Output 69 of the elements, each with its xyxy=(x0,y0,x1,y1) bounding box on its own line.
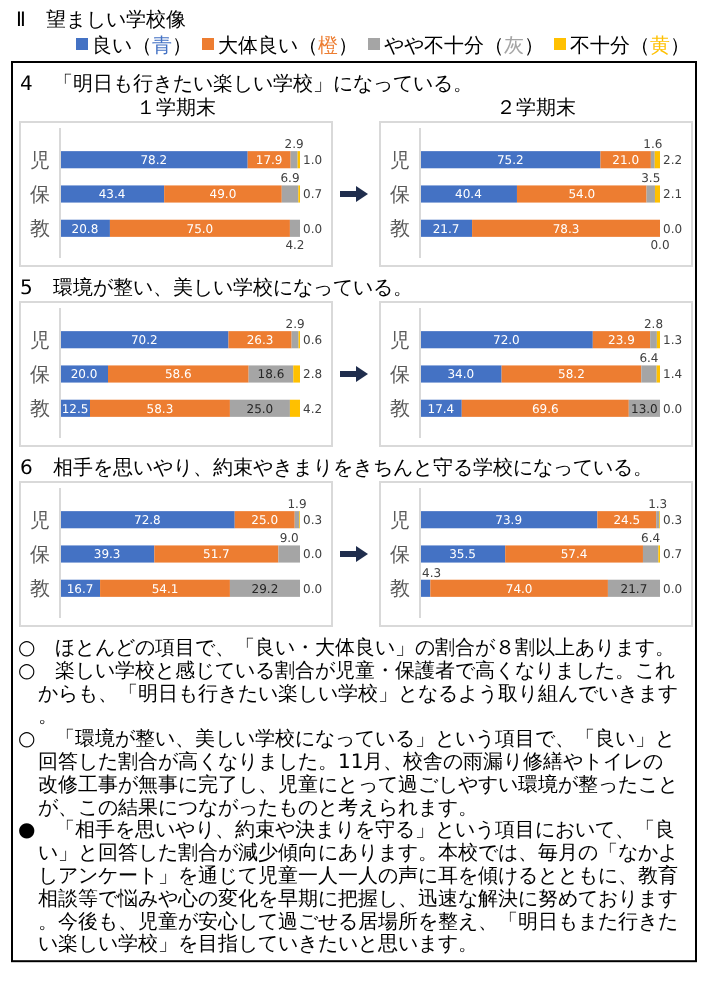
bar xyxy=(420,331,593,349)
bar xyxy=(642,545,659,563)
y-tick-label: 保 xyxy=(30,365,50,387)
text: ○ 「環境が整い、美しい学校になっている」という項目で、「良い」と回答した割合が高くなりました。11月、校舎の雨漏り修繕やトイレの改修工事が無事に完了し、児童にとって過ごしやすい環境が整ったことが、この結果につながったものと考えられます。 xyxy=(18,727,678,820)
bar xyxy=(293,365,300,383)
y-tick-label: 教 xyxy=(390,219,410,242)
bar xyxy=(108,365,249,383)
y-tick-label: 児 xyxy=(30,150,50,173)
bar xyxy=(281,185,299,203)
bar xyxy=(472,219,660,237)
chart-title: 5 環境が整い、美しい学校になっている。 xyxy=(20,276,413,300)
chart-title: 4 「明日も行きたい楽しい学校」になっている。 xyxy=(20,72,473,96)
y-tick-label: 保 xyxy=(390,545,410,567)
text: ○ 楽しい学校と感じている割合が児童・保護者で高くなりました。これからも、「明日も行きたい楽しい学校」となるよう取り組んでいきます。 xyxy=(18,658,678,729)
y-tick-label: 児 xyxy=(390,510,410,533)
bar xyxy=(420,151,601,169)
bar xyxy=(100,579,230,597)
chart-subtitle: １学期末 xyxy=(136,96,216,120)
bar xyxy=(109,219,290,237)
y-tick-label: 保 xyxy=(30,185,50,207)
bar xyxy=(420,511,598,529)
chart-title: 6 相手を思いやり、約束やきまりをきちんと守る学校になっている。 xyxy=(20,456,653,480)
y-tick-label: 保 xyxy=(390,185,410,207)
y-tick-label: 児 xyxy=(30,330,50,353)
bar xyxy=(420,545,506,563)
bar xyxy=(154,545,279,563)
y-tick-label: 教 xyxy=(390,399,410,422)
bar xyxy=(60,511,235,529)
bar xyxy=(289,219,300,237)
bar xyxy=(505,545,643,563)
bar xyxy=(290,151,298,169)
legend-label: やや不十分（灰） xyxy=(384,34,544,58)
bar xyxy=(654,185,660,203)
bar xyxy=(420,185,517,203)
legend-label: 良い（青） xyxy=(92,34,192,58)
bar xyxy=(646,185,655,203)
y-tick-label: 教 xyxy=(30,579,50,602)
bar xyxy=(289,399,300,417)
legend-label: 不十分（黄） xyxy=(570,34,690,58)
bar xyxy=(641,365,657,383)
y-tick-label: 保 xyxy=(390,365,410,387)
bar xyxy=(164,185,282,203)
y-tick-label: 教 xyxy=(30,399,50,422)
y-tick-label: 児 xyxy=(390,150,410,173)
bar xyxy=(516,185,647,203)
text: ● 「相手を思いやり、約束や決まりを守る」という項目において、「良い」と回答した割合が減少傾向にあります。本校では、毎月の「なかよしアンケート」を通じて児童一人一人の声に耳を傾けるとともに、教育相談等で悩みや心の変化を早期に把握し、迅速な解決に努めております。今後も、児童が安心して過ごせる居場所を整え、「明日もまた行きたい楽しい学校」を目指していきたいと思います。 xyxy=(18,818,678,957)
y-tick-label: 児 xyxy=(30,510,50,533)
text: Ⅱ 望ましい学校像 xyxy=(16,8,186,32)
bar xyxy=(501,365,642,383)
bar xyxy=(650,331,657,349)
bar xyxy=(60,185,165,203)
bar xyxy=(60,545,155,563)
bar xyxy=(60,151,248,169)
bar xyxy=(90,399,230,417)
bar xyxy=(60,331,229,349)
y-tick-label: 保 xyxy=(30,545,50,567)
bar xyxy=(294,511,300,529)
y-tick-label: 児 xyxy=(390,330,410,353)
y-tick-label: 教 xyxy=(390,579,410,602)
bar xyxy=(278,545,300,563)
bar xyxy=(291,331,299,349)
chart-subtitle: ２学期末 xyxy=(496,96,576,120)
text: ○ ほとんどの項目で、「良い・大体良い」の割合が８割以上あります。 xyxy=(18,636,676,660)
bar xyxy=(654,151,660,169)
y-tick-label: 教 xyxy=(30,219,50,242)
bar xyxy=(430,579,608,597)
legend-label: 大体良い（橙） xyxy=(218,34,358,58)
bar xyxy=(461,399,629,417)
bar xyxy=(420,365,502,383)
